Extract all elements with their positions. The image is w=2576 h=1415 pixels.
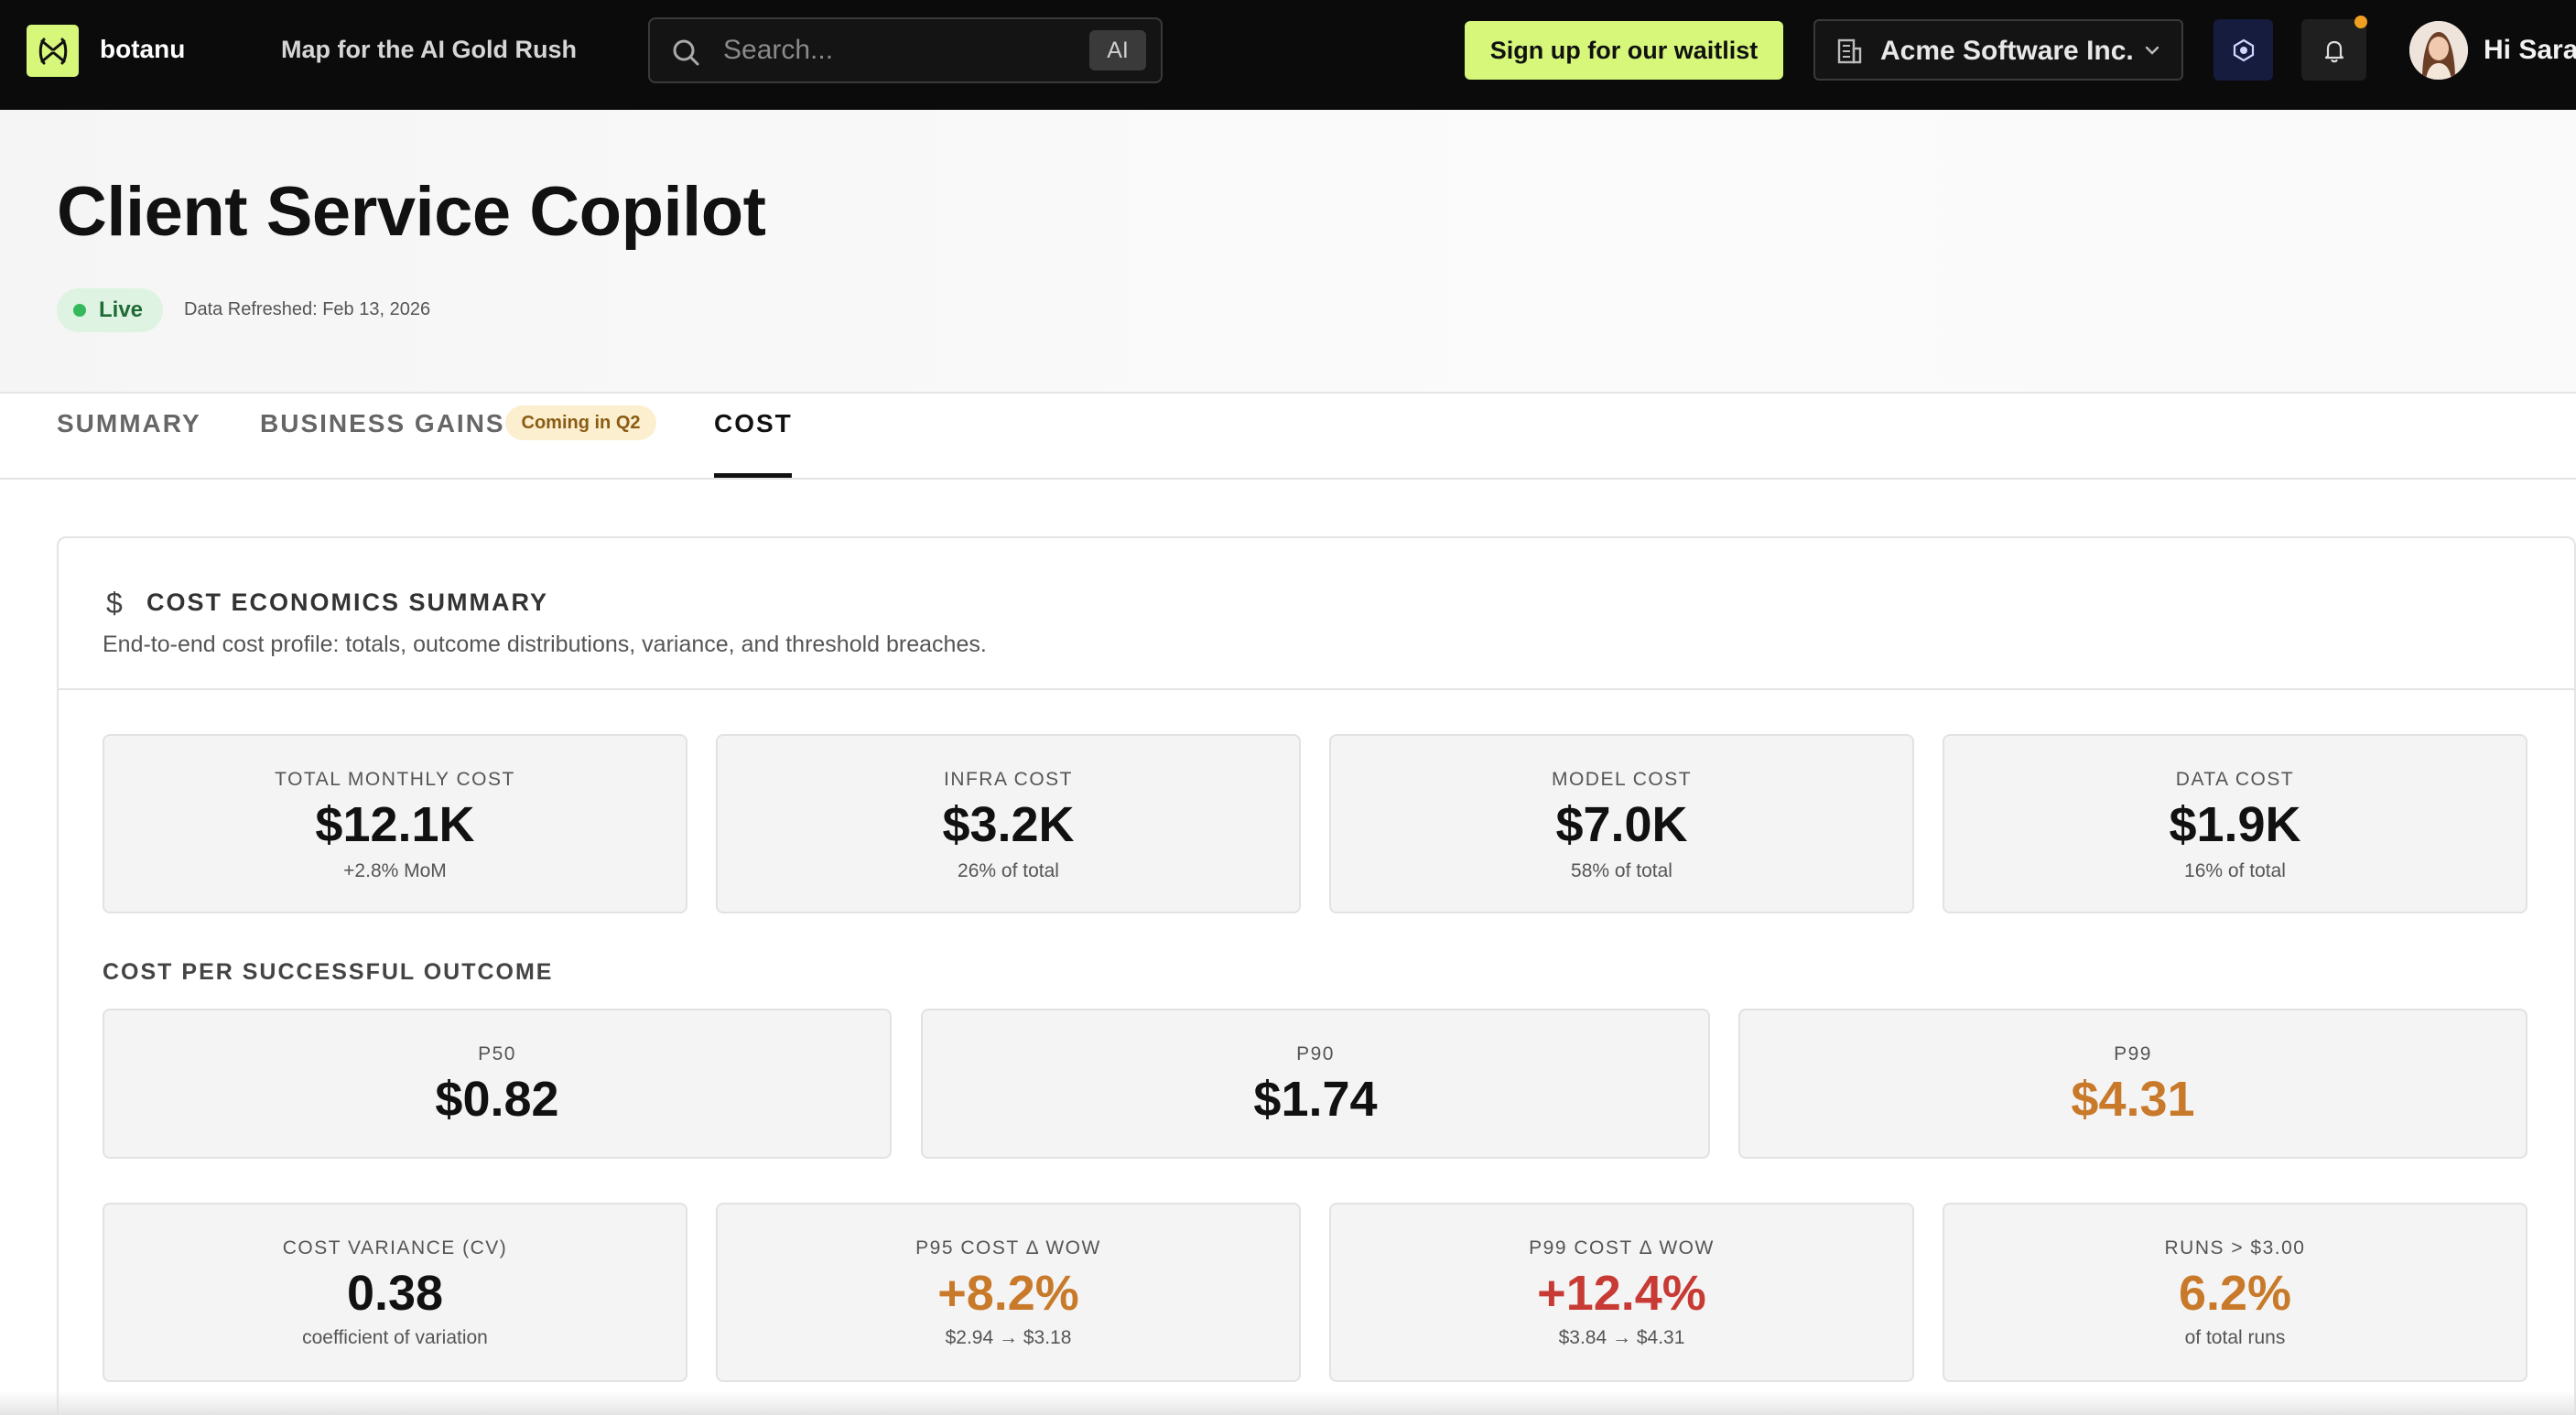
card-subtext: of total runs [2184, 1327, 2286, 1348]
user-greeting[interactable]: Hi Sarah [2484, 35, 2576, 65]
card-value: $1.9K [2169, 797, 2301, 852]
card-value: $1.74 [1253, 1072, 1378, 1127]
card-label: P95 COST Δ WOW [915, 1237, 1101, 1258]
card-value: $0.82 [435, 1072, 559, 1127]
status-label: Live [99, 297, 144, 322]
card-value: 6.2% [2178, 1266, 2292, 1321]
card-subtext: $2.94 → $3.18 [945, 1327, 1072, 1348]
card-label: RUNS > $3.00 [2164, 1237, 2306, 1258]
tagline: Map for the AI Gold Rush [281, 36, 577, 63]
card-value: +12.4% [1537, 1266, 1706, 1321]
user-avatar[interactable] [2409, 21, 2468, 80]
card-value: 0.38 [346, 1266, 444, 1321]
p99-cost-card: P99 $4.31 [1738, 1009, 2527, 1159]
organization-selector[interactable]: Acme Software Inc. [1813, 19, 2183, 81]
panel-description: End-to-end cost profile: totals, outcome… [103, 632, 987, 657]
bell-icon [2324, 40, 2343, 62]
notification-indicator [2354, 16, 2367, 28]
p50-cost-card: P50 $0.82 [103, 1009, 892, 1159]
card-label: TOTAL MONTHLY COST [275, 769, 515, 790]
panel-divider [59, 688, 2576, 690]
dollar-icon: $ [106, 587, 123, 620]
ai-search-button[interactable]: AI [1089, 30, 1146, 70]
card-value: $12.1K [315, 797, 475, 852]
infra-cost-card: INFRA COST $3.2K 26% of total [716, 734, 1301, 913]
p99-cost-change-card: P99 COST Δ WOW +12.4% $3.84 → $4.31 [1329, 1203, 1914, 1382]
tab-cost[interactable]: COST [714, 409, 793, 437]
page-title: Client Service Copilot [57, 173, 766, 251]
brand-name[interactable]: botanu [100, 35, 186, 63]
card-subtext: coefficient of variation [302, 1327, 488, 1348]
card-label: COST VARIANCE (CV) [282, 1237, 508, 1258]
card-subtext: 26% of total [958, 860, 1059, 881]
card-value: $4.31 [2071, 1072, 2195, 1127]
card-label: MODEL COST [1551, 769, 1693, 790]
runs-over-threshold-card: RUNS > $3.00 6.2% of total runs [1943, 1203, 2527, 1382]
search-input[interactable] [723, 32, 1071, 69]
card-subtext: 16% of total [2184, 860, 2286, 881]
total-monthly-cost-card: TOTAL MONTHLY COST $12.1K +2.8% MoM [103, 734, 687, 913]
outcome-section-heading: COST PER SUCCESSFUL OUTCOME [103, 959, 554, 985]
tab-summary[interactable]: SUMMARY [57, 409, 201, 437]
card-label: P50 [478, 1043, 516, 1064]
card-label: INFRA COST [943, 769, 1073, 790]
p95-cost-change-card: P95 COST Δ WOW +8.2% $2.94 → $3.18 [716, 1203, 1301, 1382]
live-indicator-dot [73, 304, 86, 317]
organization-name: Acme Software Inc. [1880, 36, 2134, 66]
card-subtext: 58% of total [1571, 860, 1672, 881]
model-cost-card: MODEL COST $7.0K 58% of total [1329, 734, 1914, 913]
coming-soon-badge: Coming in Q2 [505, 405, 656, 440]
botanu-logo-icon[interactable] [27, 25, 79, 77]
p90-cost-card: P90 $1.74 [921, 1009, 1710, 1159]
search-icon [673, 39, 699, 66]
card-subtext: +2.8% MoM [343, 860, 447, 881]
tab-business-gains[interactable]: BUSINESS GAINS [260, 409, 505, 437]
card-subtext: $3.84 → $4.31 [1558, 1327, 1685, 1348]
card-label: P90 [1296, 1043, 1335, 1064]
integration-icon[interactable] [2213, 19, 2273, 81]
notifications-button[interactable] [2301, 19, 2366, 81]
tab-bar [0, 394, 2576, 480]
waitlist-signup-button[interactable]: Sign up for our waitlist [1465, 21, 1783, 80]
active-tab-indicator [714, 473, 792, 478]
chevron-down-icon [2145, 46, 2159, 55]
card-label: P99 [2114, 1043, 2152, 1064]
card-value: +8.2% [937, 1266, 1079, 1321]
card-label: P99 COST Δ WOW [1529, 1237, 1715, 1258]
building-icon [1837, 38, 1862, 64]
card-label: DATA COST [2175, 769, 2295, 790]
cost-variance-card: COST VARIANCE (CV) 0.38 coefficient of v… [103, 1203, 687, 1382]
data-refreshed-label: Data Refreshed: Feb 13, 2026 [184, 299, 431, 319]
status-badge: Live [57, 288, 163, 332]
card-value: $3.2K [942, 797, 1075, 852]
page-header [0, 110, 2576, 394]
data-cost-card: DATA COST $1.9K 16% of total [1943, 734, 2527, 913]
panel-title: COST ECONOMICS SUMMARY [146, 589, 549, 616]
search-box[interactable]: AI [648, 17, 1163, 83]
card-value: $7.0K [1555, 797, 1688, 852]
scroll-fade [0, 1391, 2576, 1415]
